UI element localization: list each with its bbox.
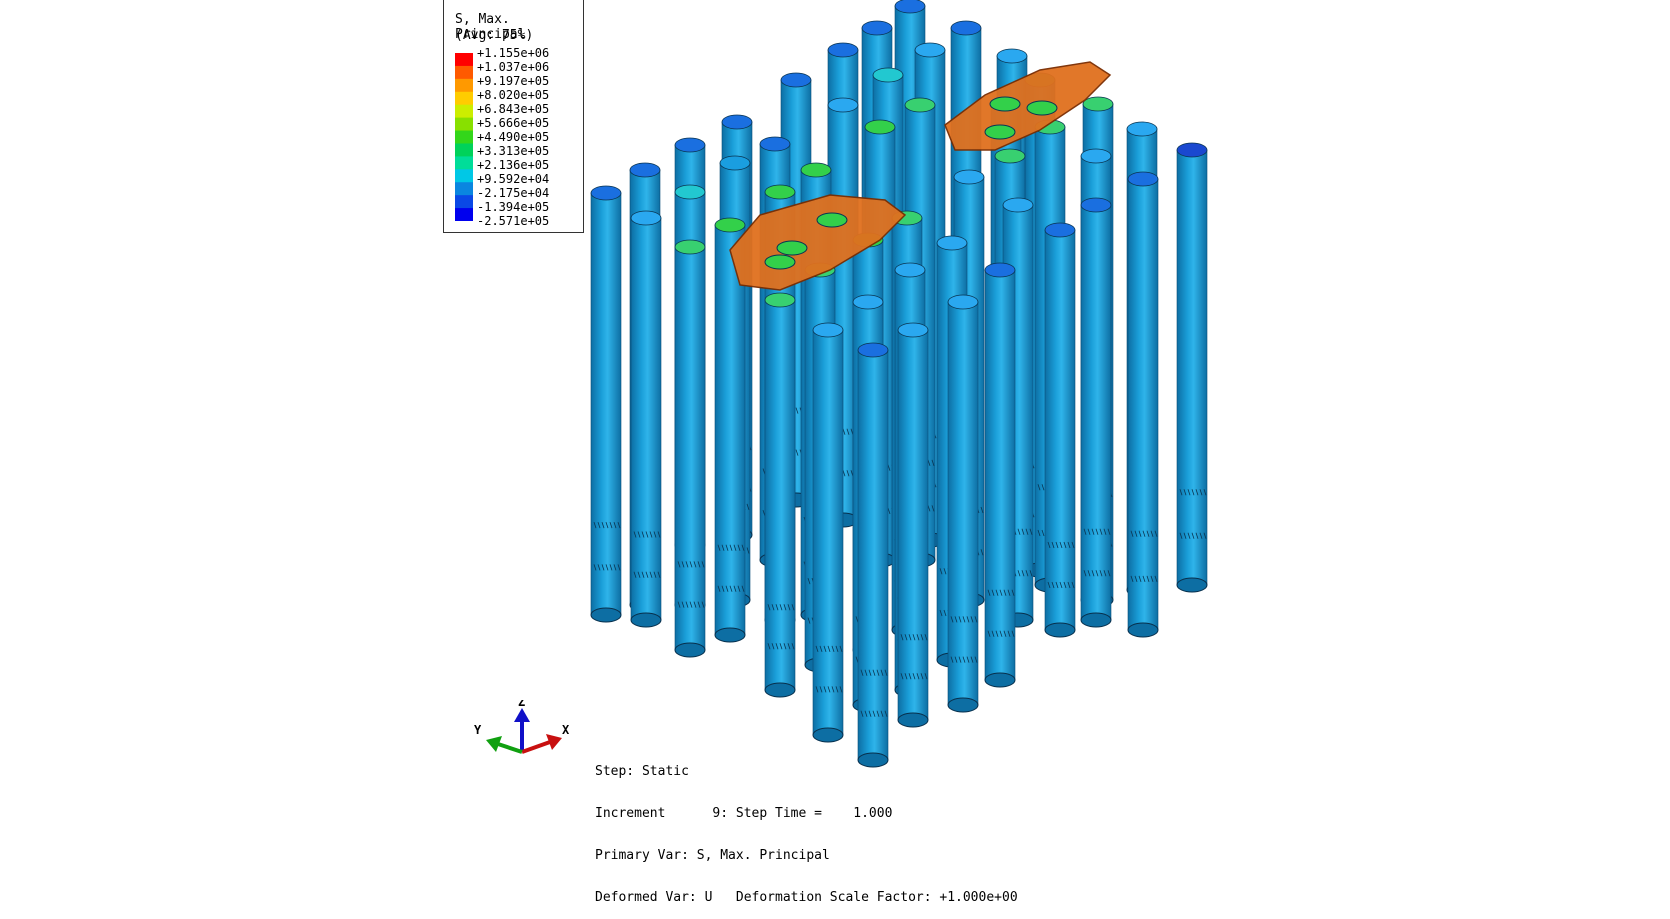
contour-legend: S, Max. Principal (Avg: 75%) +1.155e+06 …	[443, 0, 584, 233]
legend-color-swatch	[455, 169, 473, 183]
pile	[630, 210, 662, 628]
legend-color-bar	[455, 53, 473, 221]
legend-label: +5.666e+05	[477, 116, 550, 130]
model-viewport[interactable]	[0, 0, 1670, 799]
legend-color-swatch	[455, 156, 473, 170]
pile	[1044, 222, 1076, 638]
pile	[857, 342, 889, 768]
pile	[1080, 197, 1112, 628]
status-deformed-var: Deformed Var: U Deformation Scale Factor…	[595, 890, 1018, 905]
legend-color-swatch	[455, 78, 473, 93]
pile-top-cap	[776, 240, 808, 256]
x-axis-label: X	[562, 723, 570, 737]
legend-label: +4.490e+05	[477, 130, 550, 144]
legend-label: -2.175e+04	[477, 186, 550, 200]
legend-color-swatch	[455, 195, 473, 209]
y-axis-label: Y	[474, 723, 482, 737]
legend-label: +3.313e+05	[477, 144, 550, 158]
pile	[984, 262, 1016, 688]
viewport-status-block: Step: Static Increment 9: Step Time = 1.…	[595, 737, 1018, 919]
pile	[1127, 171, 1159, 638]
legend-color-swatch	[455, 117, 473, 132]
pile-top-cap	[984, 124, 1016, 140]
pile	[897, 322, 929, 728]
pile	[590, 185, 622, 623]
orientation-triad[interactable]: Z X Y	[470, 700, 580, 770]
y-axis-arrow-icon	[486, 736, 502, 752]
pile	[812, 322, 844, 743]
pile	[674, 239, 706, 658]
legend-color-swatch	[455, 208, 473, 221]
pile-top-cap	[989, 96, 1021, 112]
x-axis-arrow-icon	[546, 734, 562, 750]
pile-cap-slabs	[729, 61, 1112, 291]
legend-color-swatch	[455, 182, 473, 196]
pile	[947, 294, 979, 713]
z-axis-label: Z	[518, 700, 525, 709]
pile	[1176, 142, 1208, 593]
legend-label: +6.843e+05	[477, 102, 550, 116]
z-axis-arrow-icon	[514, 708, 530, 722]
status-increment: Increment 9: Step Time = 1.000	[595, 806, 893, 821]
legend-label: +2.136e+05	[477, 158, 550, 172]
pile-top-cap	[764, 254, 796, 270]
legend-label: +1.155e+06	[477, 46, 550, 60]
legend-label: +9.197e+05	[477, 74, 550, 88]
pile	[764, 292, 796, 698]
legend-label: +8.020e+05	[477, 88, 550, 102]
x-axis	[521, 740, 551, 754]
y-axis	[497, 742, 523, 754]
legend-label: +1.037e+06	[477, 60, 550, 74]
legend-label: +9.592e+04	[477, 172, 550, 186]
legend-label: -1.394e+05	[477, 200, 550, 214]
legend-color-swatch	[455, 53, 473, 67]
legend-color-swatch	[455, 143, 473, 157]
pile-top-cap	[1026, 100, 1058, 116]
pile-top-cap	[816, 212, 848, 228]
legend-color-swatch	[455, 91, 473, 106]
status-primary-var: Primary Var: S, Max. Principal	[595, 848, 830, 863]
legend-label: -2.571e+05	[477, 214, 550, 228]
legend-color-swatch	[455, 130, 473, 144]
pile	[714, 217, 746, 643]
legend-title: S, Max. Principal	[455, 12, 526, 42]
legend-averaging: (Avg: 75%)	[455, 28, 534, 43]
legend-color-swatch	[455, 65, 473, 80]
pile-group	[590, 0, 1208, 768]
status-step: Step: Static	[595, 764, 689, 779]
legend-color-swatch	[455, 104, 473, 119]
